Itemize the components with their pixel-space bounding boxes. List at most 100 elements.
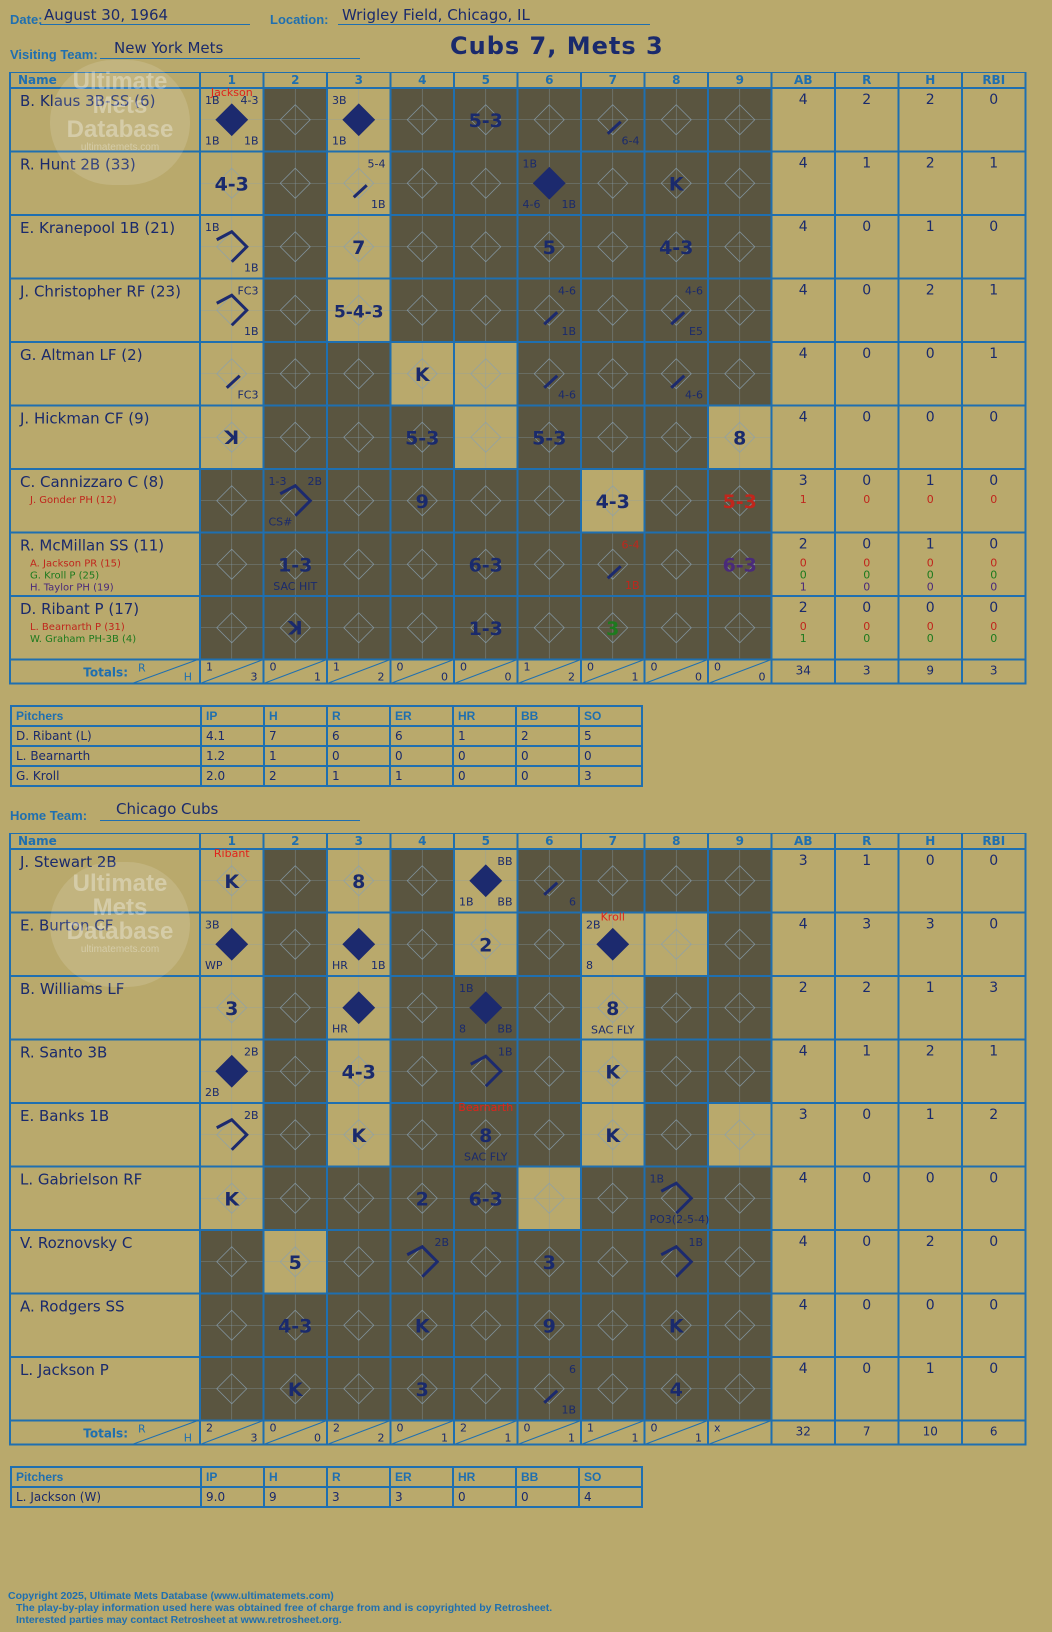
- inning-hits: 0: [505, 671, 512, 684]
- stat-header: H: [925, 73, 935, 87]
- stat-value: 0: [926, 346, 935, 362]
- visiting-team-name: New York Mets: [114, 39, 224, 57]
- inning-hits: 3: [251, 671, 258, 684]
- play-notation: 1B: [244, 135, 259, 148]
- stat-header: RBI: [982, 834, 1005, 848]
- play-result: K: [224, 871, 240, 893]
- at-bat-cell: 3: [225, 998, 238, 1020]
- play-notation: E5: [689, 325, 703, 338]
- pitcher-stat: 4: [578, 1486, 643, 1508]
- pitcher-change-note: Kroll: [601, 911, 625, 924]
- run-scored-diamond: [342, 927, 376, 961]
- stat-value: 0: [926, 1171, 935, 1187]
- stat-value: 4: [799, 917, 808, 933]
- at-bat-cell: 6-4: [606, 120, 640, 148]
- watermark-logo: Ultimate Mets Database ultimatemets.com: [50, 60, 190, 185]
- inning-header: 6: [545, 73, 553, 87]
- stat-header: R: [862, 73, 871, 87]
- at-bat-cell: 5-4 1B: [352, 158, 386, 211]
- at-bat-cell: 4-6: [670, 374, 703, 402]
- play-result: 4-3: [278, 1315, 312, 1337]
- player-name: R. McMillan SS (11): [20, 537, 164, 555]
- out-slash: [352, 184, 368, 199]
- inning-hits: 1: [505, 1432, 512, 1445]
- play-notation: 1B: [244, 262, 259, 275]
- pitcher-stat: 3: [578, 765, 643, 787]
- play-result: 5: [289, 1252, 302, 1274]
- at-bat-cell: 5-4-3: [334, 302, 384, 322]
- date-value: August 30, 1964: [44, 6, 169, 24]
- at-bat-cell: 6-4 1B: [606, 539, 640, 592]
- out-slash: [225, 374, 241, 389]
- inning-runs: 0: [397, 1422, 404, 1435]
- player-name: J. Stewart 2B: [19, 853, 117, 871]
- at-bat-cell: 3: [543, 1252, 556, 1274]
- stat-value: 0: [862, 1171, 871, 1187]
- inning-header: 1: [228, 73, 236, 87]
- play-result: 5: [543, 237, 556, 259]
- inning-runs: 2: [460, 1422, 467, 1435]
- at-bat-cell: 1-3 SAC HIT: [273, 554, 317, 593]
- stat-value: 4: [799, 1044, 808, 1060]
- pitcher-column-header: BB: [515, 705, 580, 727]
- play-notation: 8: [586, 959, 593, 972]
- at-bat-cell: 6-3: [469, 554, 503, 576]
- play-notation: 1B: [561, 1404, 576, 1417]
- at-bat-cell: K: [669, 1315, 685, 1337]
- base-path: [470, 1054, 503, 1088]
- play-notation: SAC FLY: [591, 1024, 635, 1037]
- inning-header: 2: [291, 834, 299, 848]
- play-notation: 1B: [332, 135, 347, 148]
- at-bat-cell: K Ribant: [214, 847, 250, 893]
- inning-hits: 1: [632, 671, 639, 684]
- pitcher-stat: 0: [452, 1486, 517, 1508]
- at-bat-cell: 9: [416, 491, 429, 513]
- player-name: E. Banks 1B: [20, 1107, 109, 1125]
- at-bat-cell: 8 SAC FLY: [591, 998, 635, 1037]
- inning-header: 5: [482, 73, 490, 87]
- stat-value: 0: [989, 917, 998, 933]
- play-notation: 2B: [244, 1046, 259, 1059]
- play-notation: 1B: [561, 325, 576, 338]
- inning-hits: 2: [568, 671, 575, 684]
- total-stat: 3: [990, 664, 998, 678]
- at-bat-cell: 2: [479, 934, 492, 956]
- player-name: E. Kranepool 1B (21): [20, 219, 175, 237]
- base-path: [216, 293, 249, 327]
- at-bat-cell: 5: [289, 1252, 302, 1274]
- at-bat-cell: 1B PO3(2-5-4): [650, 1173, 710, 1227]
- at-bat-cell: 1B: [470, 1046, 513, 1088]
- at-bat-cell: HR 1B: [332, 927, 386, 972]
- pitcher-stat: 1: [452, 725, 517, 747]
- play-result: 6-3: [723, 554, 757, 576]
- pitcher-column-header: IP: [200, 1466, 265, 1488]
- at-bat-cell: 3B 1B: [332, 94, 376, 148]
- play-result: 8: [606, 998, 619, 1020]
- pitcher-stat: 0: [515, 765, 580, 787]
- play-notation: 1B: [459, 896, 474, 909]
- play-notation: 1B: [205, 135, 220, 148]
- pitcher-stat: 2: [515, 725, 580, 747]
- stat-header: AB: [794, 73, 812, 87]
- play-result: 1-3: [469, 618, 503, 640]
- play-result: K: [223, 425, 239, 447]
- at-bat-cell: 5-3: [723, 491, 757, 513]
- at-bat-cell: 1B 4-6 1B: [523, 158, 577, 212]
- at-bat-cell: K: [288, 1379, 304, 1401]
- inning-header: 7: [609, 834, 617, 848]
- inning-header: 9: [736, 73, 744, 87]
- play-result: 6-3: [469, 554, 503, 576]
- play-result: 8: [733, 427, 746, 449]
- play-notation: 4-3: [241, 94, 259, 107]
- base-path: [216, 229, 249, 263]
- stat-value: 0: [990, 493, 997, 506]
- play-notation: 2B: [586, 919, 601, 932]
- totals-h-label: H: [184, 1432, 192, 1445]
- date-label: Date:: [10, 12, 43, 27]
- play-result: 6-3: [469, 1188, 503, 1210]
- play-notation: 2B: [307, 475, 322, 488]
- out-slash: [543, 881, 559, 896]
- stat-value: 1: [926, 1107, 935, 1123]
- stat-value: 2: [926, 156, 935, 172]
